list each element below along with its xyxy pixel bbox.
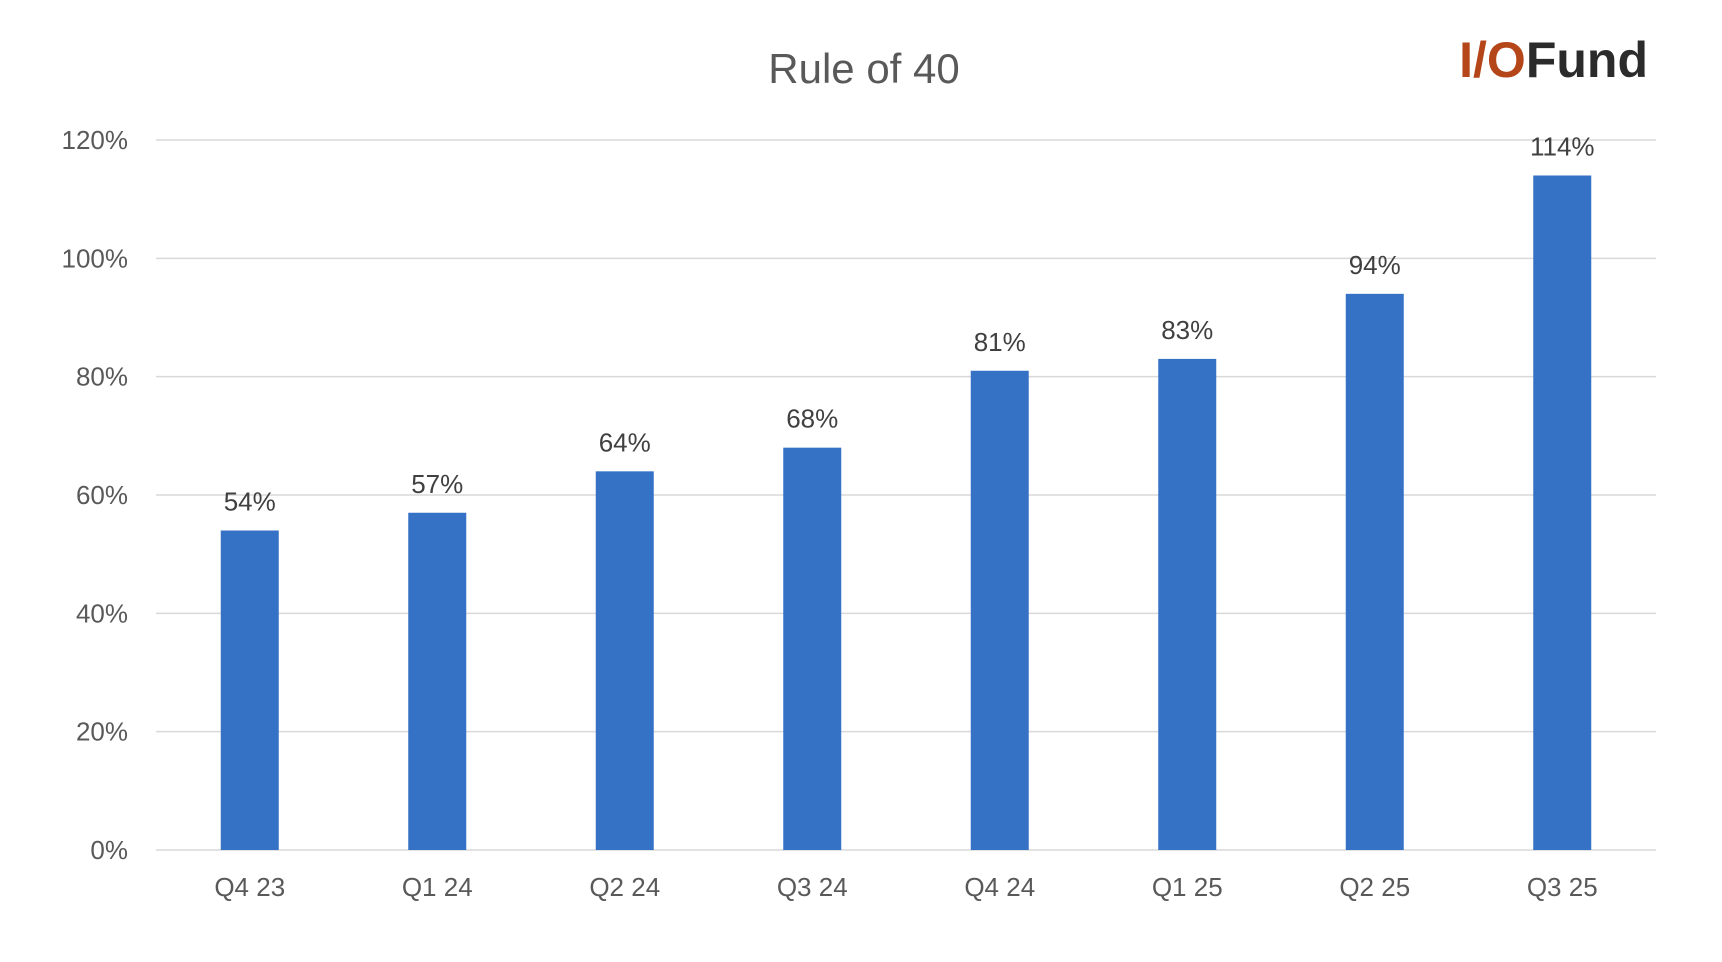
bar [220,530,279,850]
y-tick-label: 100% [62,243,129,273]
x-tick-label: Q4 23 [214,872,285,902]
data-label: 54% [224,487,276,517]
x-axis-ticks: Q4 23 Q1 24 Q2 24 Q3 24 Q4 24 Q1 25 Q2 25 Q3 25 [214,872,1597,902]
x-tick-label: Q2 25 [1339,872,1410,902]
x-tick-label: Q1 24 [402,872,473,902]
bar [408,512,467,850]
data-label: 94% [1349,250,1401,280]
y-tick-label: 0% [90,835,128,865]
x-tick-label: Q4 24 [964,872,1035,902]
io-fund-logo: I/OFund [1459,32,1648,88]
y-tick-label: 20% [76,717,128,747]
data-label: 68% [786,404,838,434]
logo-prefix: I/O [1459,32,1526,88]
x-tick-label: Q3 24 [777,872,848,902]
y-axis-ticks: 0% 20% 40% 60% 80% 100% 120% [62,125,129,865]
data-label: 57% [411,469,463,499]
x-tick-label: Q1 25 [1152,872,1223,902]
gridlines [156,139,1656,851]
data-labels: 54% 57% 64% 68% 81% 83% 94% 114% [224,132,1595,517]
x-tick-label: Q2 24 [589,872,660,902]
bars [220,175,1592,850]
bar [970,370,1029,850]
bar [1345,293,1404,850]
y-tick-label: 40% [76,598,128,628]
data-label: 64% [599,427,651,457]
logo-suffix: Fund [1526,32,1648,88]
bar [1158,358,1217,850]
data-label: 83% [1161,315,1213,345]
chart-title: Rule of 40 [768,45,959,92]
bar [1533,175,1592,850]
bar [595,471,654,850]
y-tick-label: 120% [62,125,129,155]
y-tick-label: 60% [76,480,128,510]
y-tick-label: 80% [76,362,128,392]
data-label: 114% [1530,132,1595,162]
svg-text:I/OFund: I/OFund [1459,32,1648,88]
x-tick-label: Q3 25 [1527,872,1598,902]
data-label: 81% [974,327,1026,357]
bar [783,447,842,850]
